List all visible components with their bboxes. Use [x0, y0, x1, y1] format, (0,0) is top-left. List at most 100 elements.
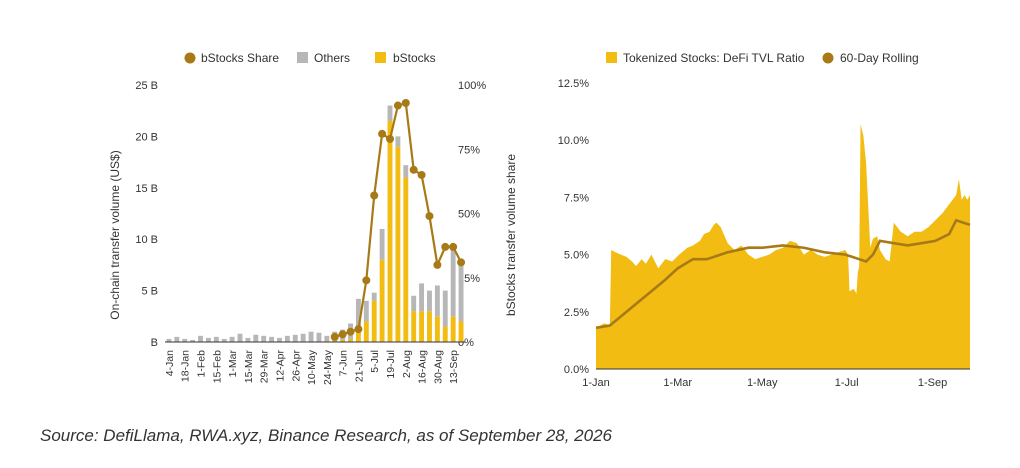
left-y-tick-label: 20 B — [135, 131, 158, 143]
bstocks-share-point — [417, 170, 426, 179]
bstocks-share-point — [457, 258, 466, 267]
bar-others — [166, 338, 172, 342]
left-x-tick-label: 30-Aug — [432, 350, 444, 384]
bar-others — [213, 336, 219, 342]
bar-others — [434, 285, 440, 317]
bar-bstocks — [340, 339, 346, 342]
right-y-tick-label: 75% — [458, 144, 480, 156]
legend-label-others: Others — [314, 51, 350, 65]
tvl-x-tick-label: 1-Jan — [582, 377, 610, 389]
bar-others — [245, 337, 251, 342]
left-legend: bStocks Share Others bStocks — [184, 51, 436, 65]
bar-others — [205, 337, 211, 342]
tvl-y-tick-label: 12.5% — [558, 78, 589, 90]
bar-others — [387, 105, 393, 121]
bar-bstocks — [403, 177, 409, 342]
bar-others — [371, 292, 377, 301]
bstocks-share-point — [354, 325, 363, 334]
bar-others — [442, 290, 448, 327]
right-y-tick-label: 25% — [458, 273, 480, 285]
rolling-60d-series — [595, 218, 971, 330]
bstocks-share-series — [330, 98, 466, 341]
bar-bstocks — [458, 321, 464, 342]
bar-others — [174, 336, 180, 342]
left-x-tick-label: 21-Jun — [353, 350, 365, 382]
bstocks-share-point — [401, 98, 410, 107]
right-y-tick-label: 50% — [458, 209, 480, 221]
bstocks-share-point — [425, 212, 434, 221]
bar-others — [395, 136, 401, 147]
bstocks-share-point — [386, 134, 394, 143]
legend-marker-tvl-ratio — [606, 52, 617, 63]
right-y-tick-label: 100% — [458, 80, 486, 92]
legend-label-bstocks: bStocks — [393, 51, 436, 65]
bar-others — [229, 336, 235, 342]
bar-others — [324, 335, 330, 341]
bar-others — [450, 249, 456, 317]
legend-marker-bstocks — [375, 52, 386, 63]
bar-bstocks — [332, 340, 338, 342]
legend-marker-rolling — [822, 52, 834, 64]
bar-bstocks — [395, 146, 401, 342]
bar-others — [316, 332, 322, 342]
bar-bstocks — [434, 316, 440, 342]
bar-others — [379, 228, 385, 260]
bstocks-share-point — [378, 129, 387, 138]
source-caption: Source: DefiLlama, RWA.xyz, Binance Rese… — [40, 426, 612, 445]
tvl-x-tick-label: 1-Sep — [918, 377, 947, 389]
left-chart-transfer-volume: bStocks Share Others bStocks On-chain tr… — [108, 51, 518, 385]
left-x-tick-label: 19-Jul — [385, 350, 397, 379]
bar-others — [292, 334, 298, 342]
tvl-x-tick-labels: 1-Jan 1-Mar 1-May 1-Jul 1-Sep — [582, 377, 947, 389]
legend-marker-bstocks-share — [184, 52, 196, 64]
bar-bstocks — [371, 300, 377, 342]
legend-marker-others — [297, 52, 308, 63]
left-x-tick-label: 29-Mar — [259, 350, 271, 384]
bar-bstocks — [379, 259, 385, 342]
left-x-tick-label: 5-Jul — [369, 350, 381, 373]
left-y-tick-label: B — [151, 337, 158, 349]
bar-bstocks — [427, 311, 432, 342]
right-y-axis-title: bStocks transfer volume share — [504, 154, 518, 316]
left-x-tick-label: 26-Apr — [290, 349, 302, 381]
left-y-tick-label: 15 B — [135, 183, 158, 195]
left-x-tick-label: 18-Jan — [180, 350, 192, 382]
bar-others — [403, 165, 409, 178]
bar-bstocks — [442, 326, 448, 342]
bstocks-share-point — [441, 242, 450, 251]
left-x-tick-label: 13-Sep — [448, 350, 460, 384]
bar-bstocks — [348, 338, 353, 342]
tvl-y-tick-label: 5.0% — [564, 250, 589, 262]
legend-label-rolling: 60-Day Rolling — [840, 51, 919, 65]
left-y-tick-labels: B 5 B 10 B 15 B 20 B 25 B — [135, 80, 158, 349]
left-x-tick-label: 12-Apr — [274, 349, 286, 381]
bar-others — [419, 283, 425, 312]
legend-label-bstocks-share: bStocks Share — [201, 51, 279, 65]
left-x-tick-label: 15-Mar — [243, 350, 255, 384]
tvl-x-tick-label: 1-Mar — [663, 377, 692, 389]
left-x-tick-label: 1-Mar — [227, 349, 239, 377]
tvl-y-tick-labels: 0.0% 2.5% 5.0% 7.5% 10.0% 12.5% — [558, 78, 589, 376]
rolling-60d-line — [595, 218, 971, 330]
bar-bstocks — [387, 120, 393, 342]
bstocks-share-point — [330, 332, 339, 341]
bar-others — [284, 335, 290, 342]
left-x-tick-labels: 4-Jan 18-Jan 1-Feb 15-Feb 1-Mar 15-Mar 29-Mar 1… — [164, 349, 460, 385]
right-y-tick-labels: 0%25%50%75%100% — [458, 80, 486, 349]
bar-others — [363, 300, 369, 322]
bar-others — [190, 339, 196, 342]
bar-bstocks — [419, 311, 425, 342]
bar-others — [308, 331, 314, 342]
bstocks-share-point — [393, 101, 402, 110]
bar-others — [269, 336, 275, 342]
left-x-tick-label: 24-May — [322, 349, 334, 385]
left-x-tick-label: 1-Feb — [196, 350, 208, 378]
bar-others — [253, 334, 259, 342]
tvl-x-tick-label: 1-May — [747, 377, 778, 389]
bar-others — [411, 295, 417, 312]
left-y-axis-title: On-chain transfer volume (US$) — [108, 150, 122, 319]
right-chart-tvl-ratio: Tokenized Stocks: DeFi TVL Ratio 60-Day … — [558, 51, 971, 389]
bar-bstocks — [324, 340, 330, 342]
left-y-tick-label: 25 B — [135, 80, 158, 92]
